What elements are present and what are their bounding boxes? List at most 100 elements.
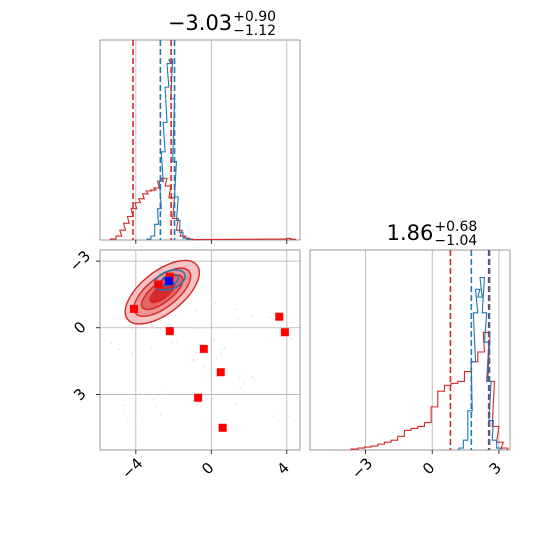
- histogram-panel-y: −3 0 3 1.86 +0.68 −1.04: [309, 219, 511, 483]
- joint-marker-red-1: [154, 280, 163, 289]
- joint-sample-55: [152, 398, 155, 401]
- histogram-panel-x: −3.03 +0.90 −1.12: [99, 9, 301, 244]
- joint-x-tick-label-2: 4: [274, 459, 293, 478]
- joint-sample-27: [194, 310, 197, 312]
- joint-sample-16: [141, 417, 144, 420]
- joint-sample-14: [188, 365, 191, 367]
- joint-y-tick-label-1: 0: [70, 318, 89, 337]
- histogram-x-hist-blue: [146, 59, 192, 240]
- joint-sample-32: [192, 399, 195, 402]
- histogram-y-tick-label-1: 0: [419, 459, 438, 478]
- joint-markers: [129, 272, 289, 432]
- joint-sample-24: [223, 347, 226, 350]
- joint-sample-3: [124, 404, 126, 407]
- joint-sample-28: [118, 348, 120, 351]
- joint-sample-47: [126, 418, 128, 420]
- histogram-y-hist-blue: [458, 276, 502, 450]
- joint-sample-20: [176, 341, 178, 343]
- histogram-y-ticks: −3 0 3: [348, 450, 505, 483]
- joint-sample-58: [211, 398, 213, 401]
- joint-marker-red-5: [216, 368, 225, 377]
- joint-sample-11: [287, 415, 290, 418]
- joint-sample-52: [113, 317, 116, 320]
- joint-sample-1: [131, 328, 133, 331]
- histogram-y-title-lower-error: −1.04: [434, 233, 477, 249]
- histogram-y-title: 1.86: [387, 221, 434, 245]
- joint-sample-2: [193, 359, 196, 362]
- histogram-y-quantile-lines: [449, 250, 491, 450]
- joint-samples: [110, 301, 293, 420]
- histogram-y-gridlines: [365, 250, 500, 450]
- joint-sample-42: [150, 346, 152, 349]
- joint-sample-13: [290, 321, 293, 324]
- joint-marker-red-2: [165, 272, 174, 281]
- joint-sample-8: [236, 318, 239, 320]
- joint-sample-44: [159, 413, 162, 416]
- joint-panel: −4 0 4 3 0 −3: [66, 247, 301, 483]
- joint-sample-33: [194, 351, 197, 354]
- joint-marker-red-6: [194, 393, 203, 402]
- joint-sample-26: [135, 326, 137, 328]
- joint-sample-45: [110, 342, 113, 344]
- histogram-x-series: [109, 59, 296, 241]
- joint-marker-red-0: [129, 304, 138, 313]
- joint-sample-5: [163, 392, 165, 395]
- joint-marker-red-9: [280, 328, 289, 337]
- histogram-x-title-value: −3.03: [168, 11, 232, 35]
- joint-sample-7: [203, 327, 206, 330]
- joint-marker-blue: [164, 277, 173, 286]
- joint-sample-18: [213, 338, 215, 341]
- joint-x-tick-label-0: −4: [118, 454, 146, 482]
- joint-sample-57: [124, 301, 127, 304]
- joint-sample-30: [290, 338, 293, 340]
- joint-sample-39: [251, 376, 253, 378]
- histogram-y-title-upper-error: +0.68: [434, 219, 477, 235]
- histogram-y-series: [350, 276, 509, 450]
- joint-sample-23: [198, 327, 201, 330]
- histogram-y-frame: [309, 249, 511, 451]
- joint-y-tick-label-0: 3: [70, 385, 89, 404]
- joint-sample-21: [124, 410, 126, 412]
- histogram-y-hist-red: [350, 331, 509, 450]
- joint-sample-9: [215, 357, 218, 360]
- histogram-y-tick-label-0: −3: [348, 454, 376, 482]
- joint-sample-48: [195, 403, 198, 406]
- joint-sample-51: [279, 330, 282, 333]
- joint-sample-43: [239, 387, 242, 390]
- histogram-x-frame: [99, 39, 301, 241]
- joint-sample-4: [221, 348, 223, 351]
- joint-sample-37: [272, 415, 274, 418]
- histogram-x-ticks: [135, 240, 288, 244]
- joint-marker-red-8: [275, 312, 284, 321]
- joint-marker-red-7: [218, 423, 227, 432]
- joint-sample-40: [214, 302, 217, 304]
- joint-sample-19: [138, 391, 140, 394]
- histogram-x-title-upper-error: +0.90: [233, 9, 276, 25]
- joint-sample-22: [154, 405, 157, 407]
- joint-marker-red-3: [165, 327, 174, 336]
- joint-sample-46: [220, 352, 223, 354]
- joint-sample-50: [132, 394, 135, 396]
- joint-sample-12: [132, 352, 134, 355]
- joint-x-tick-label-1: 0: [198, 459, 217, 478]
- joint-sample-17: [193, 327, 196, 329]
- histogram-x-quantile-lines: [132, 40, 176, 240]
- joint-sample-54: [234, 403, 237, 406]
- joint-sample-38: [285, 402, 287, 405]
- joint-sample-41: [170, 342, 173, 344]
- joint-sample-6: [234, 308, 236, 310]
- histogram-x-title-lower-error: −1.12: [233, 23, 276, 39]
- joint-sample-59: [269, 316, 272, 319]
- histogram-y-title-value: 1.86: [387, 221, 434, 245]
- joint-sample-29: [238, 376, 241, 379]
- joint-sample-31: [192, 358, 195, 361]
- joint-y-tick-label-2: −3: [66, 247, 94, 275]
- joint-sample-15: [236, 332, 239, 335]
- joint-sample-25: [253, 377, 255, 380]
- joint-sample-35: [250, 315, 252, 317]
- histogram-x-title: −3.03: [168, 11, 232, 35]
- joint-sample-36: [160, 391, 163, 393]
- joint-marker-red-4: [199, 344, 208, 353]
- joint-sample-34: [159, 327, 161, 330]
